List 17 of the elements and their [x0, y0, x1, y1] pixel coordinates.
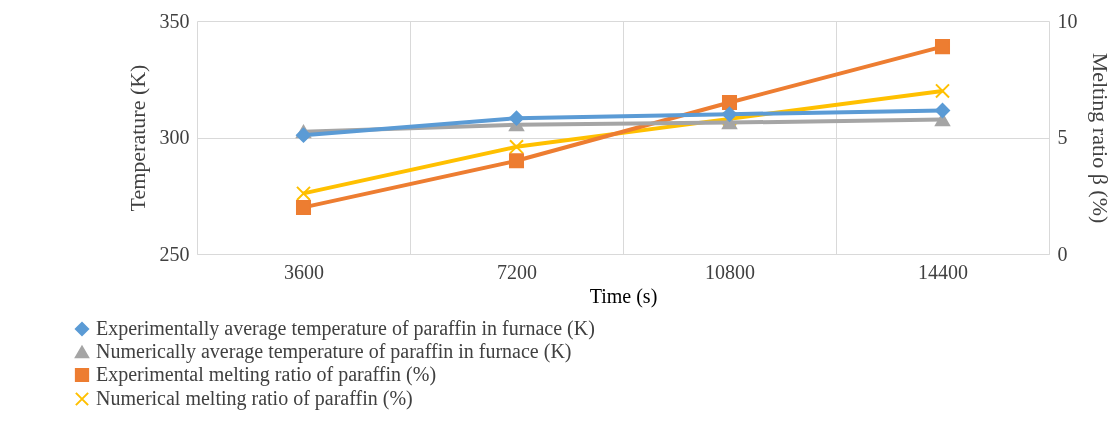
y-tick-label: 300: [159, 126, 190, 148]
x-tick-label: 7200: [497, 260, 537, 283]
legend-label: Numerically average temperature of paraffin in furnace (K): [96, 340, 572, 363]
x-axis-title: Time (s): [589, 284, 658, 308]
y-axis-title: Temperature (K): [124, 64, 150, 212]
legend-label: Experimentally average temperature of paraffin in furnace (K): [96, 317, 595, 340]
y-tick-label: 350: [159, 9, 190, 32]
legend-label: Experimental melting ratio of paraffin (%): [96, 363, 437, 386]
legend-label: Numerical melting ratio of paraffin (%): [96, 387, 413, 410]
y-tick-label: 250: [159, 242, 190, 265]
x-tick-label: 14400: [918, 260, 968, 283]
y2-tick-label: 0: [1057, 242, 1068, 265]
x-tick-label: 3600: [284, 260, 324, 283]
y2-tick-label: 5: [1057, 126, 1068, 148]
x-tick-label: 10800: [705, 260, 755, 283]
y2-tick-label: 10: [1057, 9, 1078, 32]
y2-axis-title: Melting ratio β (%): [1087, 52, 1111, 224]
